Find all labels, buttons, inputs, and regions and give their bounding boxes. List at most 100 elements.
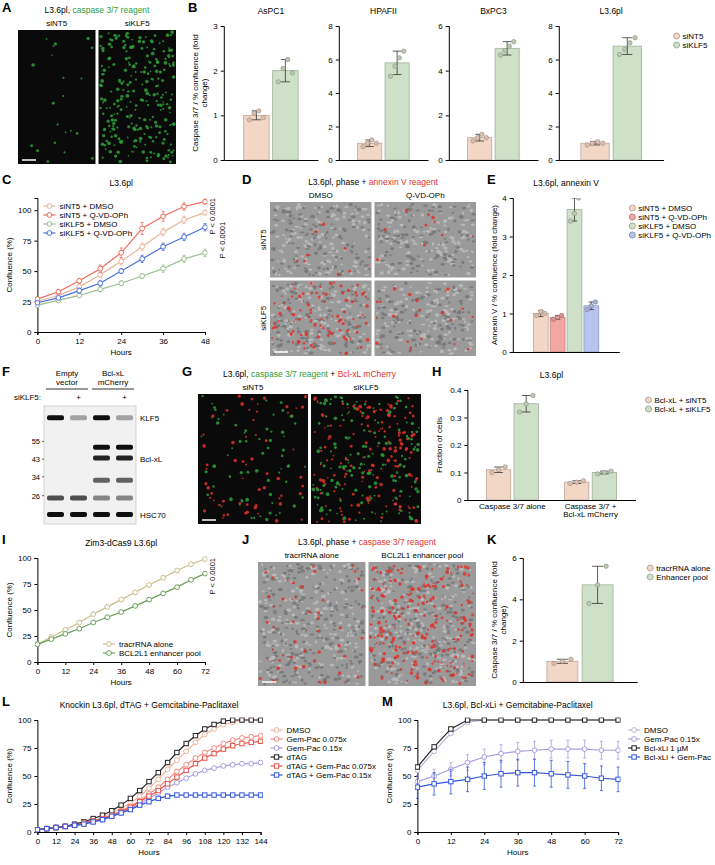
image-texture (379, 483, 383, 487)
image-texture (141, 84, 143, 86)
image-texture (173, 149, 175, 151)
image-texture (157, 153, 161, 157)
image-texture (326, 267, 329, 270)
image-texture (340, 284, 343, 287)
image-texture (259, 515, 261, 517)
image-texture (420, 315, 424, 317)
image-texture (372, 453, 374, 455)
image-texture (294, 250, 298, 253)
image-texture (415, 344, 418, 347)
image-texture (449, 206, 454, 208)
image-texture (357, 452, 360, 455)
image-texture (277, 260, 279, 262)
image-texture (303, 352, 308, 354)
image-texture (312, 484, 314, 486)
image-texture (468, 311, 470, 314)
image-texture (293, 267, 297, 269)
image-texture (452, 240, 455, 243)
image-texture (255, 469, 259, 473)
image-texture (356, 226, 358, 229)
image-texture (341, 242, 346, 244)
image-texture (281, 250, 284, 253)
image-texture (317, 220, 320, 223)
image-texture (276, 288, 279, 292)
image-texture (129, 81, 132, 84)
image-texture (441, 234, 443, 236)
image-texture (146, 159, 149, 162)
image-texture (394, 459, 397, 462)
image-texture (385, 251, 389, 254)
image-texture (367, 247, 370, 250)
image-texture (279, 339, 282, 342)
image-texture (394, 446, 397, 449)
image-texture (405, 214, 407, 216)
image-texture (334, 218, 339, 221)
image-texture (378, 494, 381, 497)
image-texture (150, 78, 152, 80)
image-texture (412, 506, 415, 509)
image-texture (417, 255, 420, 257)
image-texture (459, 265, 461, 267)
image-texture (332, 315, 334, 317)
image-texture (374, 419, 376, 421)
image-texture (54, 142, 56, 144)
image-texture (339, 498, 341, 500)
image-texture (328, 520, 330, 522)
image-texture (396, 230, 399, 233)
image-texture (409, 517, 412, 520)
image-texture (323, 313, 326, 316)
image-texture (362, 351, 366, 354)
image-texture (438, 343, 442, 345)
title-part: L3.6pl, (45, 5, 73, 15)
image-texture (242, 460, 245, 463)
image-texture (296, 208, 298, 211)
image-texture (268, 511, 271, 514)
image-texture (151, 41, 154, 44)
image-texture (332, 246, 335, 249)
image-texture (322, 327, 325, 330)
image-texture (351, 215, 356, 218)
image-texture (306, 245, 311, 247)
image-texture (457, 338, 460, 340)
image-texture (397, 400, 400, 403)
image-texture (429, 258, 433, 261)
image-texture (458, 317, 462, 320)
image-texture (316, 488, 319, 491)
image-texture (398, 338, 403, 341)
image-texture (114, 34, 117, 37)
image-texture (467, 328, 470, 331)
image-texture (374, 486, 377, 489)
image-texture (409, 495, 411, 497)
image-texture (357, 208, 361, 211)
image-texture (330, 227, 335, 229)
image-texture (310, 329, 314, 331)
image-texture (393, 320, 395, 322)
image-texture (399, 287, 403, 291)
image-texture (128, 62, 130, 64)
image-texture (327, 477, 329, 479)
image-texture (244, 429, 247, 432)
image-texture (378, 430, 380, 432)
image-texture (131, 39, 133, 41)
image-texture (300, 231, 305, 233)
image-texture (355, 331, 358, 334)
image-texture (434, 320, 437, 322)
image-texture (280, 495, 282, 497)
image-texture (354, 261, 359, 264)
image-texture (317, 496, 320, 499)
image-texture (211, 403, 213, 405)
image-texture (403, 465, 406, 468)
image-texture (427, 330, 429, 332)
image-texture (445, 241, 449, 243)
image-texture (345, 473, 348, 476)
image-texture (356, 567, 359, 570)
image-texture (412, 299, 414, 302)
image-texture (408, 219, 411, 222)
image-texture (379, 343, 383, 345)
image-texture (290, 350, 293, 352)
image-texture (300, 333, 303, 336)
image-texture (373, 407, 375, 409)
image-texture (387, 403, 389, 405)
image-texture (334, 396, 337, 399)
image-texture (329, 287, 331, 290)
